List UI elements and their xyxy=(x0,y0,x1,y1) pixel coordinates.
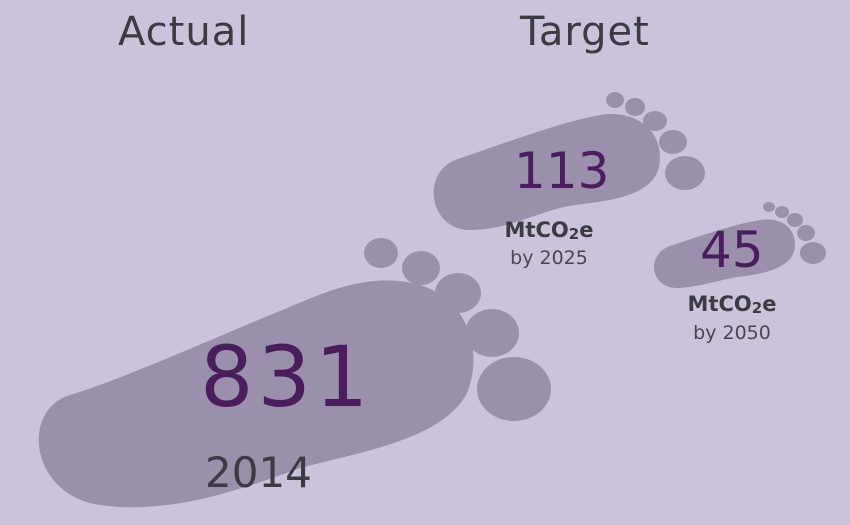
footprint-2014-toe-3 xyxy=(435,273,481,313)
footprint-2025-toe-3 xyxy=(643,111,667,131)
footprint-2014-toe-5 xyxy=(364,238,398,268)
unit-main-2025: MtCO xyxy=(504,218,569,242)
footprint-2014-sole xyxy=(38,280,474,508)
footprint-2025-toe-2 xyxy=(659,130,687,154)
value-2050: 45 xyxy=(700,221,764,279)
footprint-2025-toe-big xyxy=(665,156,705,190)
footprint-2014 xyxy=(38,238,551,508)
footprint-2014-toe-2 xyxy=(465,309,519,357)
year-label-2050: by 2050 xyxy=(693,322,771,344)
footprint-2025-toe-5 xyxy=(606,92,624,108)
year-label-2025: by 2025 xyxy=(510,247,588,269)
footprint-2025 xyxy=(433,92,705,230)
footprint-2050-toe-5 xyxy=(763,202,775,212)
unit-label-2025: MtCO2e xyxy=(494,218,604,243)
unit-label-2050: MtCO2e xyxy=(677,292,787,317)
heading-target: Target xyxy=(520,9,650,55)
footprint-2025-toe-4 xyxy=(625,98,645,116)
footprint-2050-toe-2 xyxy=(797,225,815,241)
footprint-2050-toe-4 xyxy=(775,206,789,218)
footprint-2050-toe-big xyxy=(800,242,826,264)
footprint-2050-sole xyxy=(653,219,795,289)
unit-main-2050: MtCO xyxy=(687,292,752,316)
footprint-2025-sole xyxy=(433,114,660,230)
unit-suffix-2050: e xyxy=(762,292,777,316)
footprint-2014-toe-big xyxy=(477,357,551,421)
footprint-2050 xyxy=(653,202,826,289)
footprint-2050-toe-3 xyxy=(787,213,803,227)
value-2025: 113 xyxy=(514,142,610,200)
unit-sub-2025: 2 xyxy=(568,225,580,243)
unit-sub-2050: 2 xyxy=(751,299,763,317)
year-label-2014: 2014 xyxy=(205,448,312,497)
value-2014: 831 xyxy=(200,328,373,426)
unit-suffix-2025: e xyxy=(579,218,594,242)
footprint-2014-toe-4 xyxy=(402,251,440,285)
heading-actual: Actual xyxy=(118,9,250,55)
